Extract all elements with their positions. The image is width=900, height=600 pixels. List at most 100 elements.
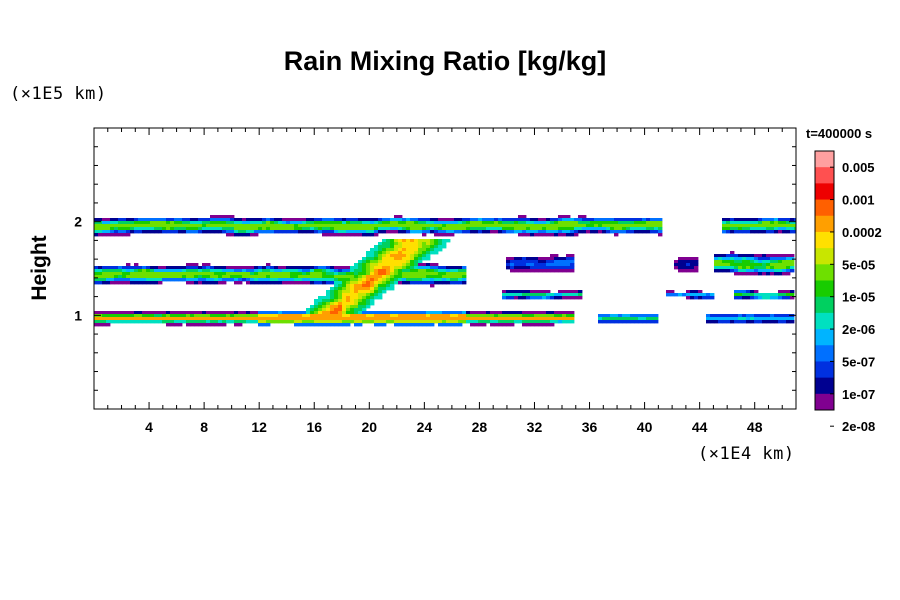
field-cell <box>646 227 651 231</box>
field-cell <box>362 314 367 318</box>
field-cell <box>766 266 771 270</box>
field-cell <box>406 266 411 270</box>
field-cell <box>614 314 619 318</box>
field-cell <box>502 230 507 234</box>
field-cell <box>402 323 407 327</box>
field-cell <box>346 233 351 237</box>
field-cell <box>386 275 391 279</box>
field-cell <box>566 233 571 237</box>
field-cell <box>122 314 127 318</box>
field-cell <box>494 320 499 324</box>
field-cell <box>490 218 495 222</box>
field-cell <box>222 323 227 327</box>
field-cell <box>334 314 339 318</box>
field-cell <box>542 290 547 294</box>
field-cell <box>790 266 795 270</box>
field-cell <box>306 269 311 273</box>
field-cell <box>518 221 523 225</box>
x-tick-label: 12 <box>251 419 267 435</box>
field-cell <box>230 215 235 219</box>
colorbar-label: 5e-05 <box>842 257 875 272</box>
field-cell <box>122 311 127 315</box>
field-cell <box>570 233 575 237</box>
field-cell <box>262 281 267 285</box>
field-cell <box>370 302 375 306</box>
field-cell <box>514 296 519 300</box>
field-cell <box>266 278 271 282</box>
field-cell <box>146 317 151 321</box>
field-cell <box>174 218 179 222</box>
field-cell <box>346 305 351 309</box>
field-cell <box>430 245 435 249</box>
field-cell <box>154 275 159 279</box>
field-cell <box>570 296 575 300</box>
field-cell <box>406 239 411 243</box>
field-cell <box>398 275 403 279</box>
field-cell <box>786 296 791 300</box>
field-cell <box>722 224 727 228</box>
field-cell <box>414 242 419 246</box>
field-cell <box>442 323 447 327</box>
field-cell <box>114 218 119 222</box>
field-cell <box>290 230 295 234</box>
field-cell <box>414 272 419 276</box>
field-cell <box>146 275 151 279</box>
field-cell <box>326 311 331 315</box>
field-cell <box>266 218 271 222</box>
field-cell <box>170 317 175 321</box>
field-cell <box>686 293 691 297</box>
field-cell <box>310 230 315 234</box>
field-cell <box>446 323 451 327</box>
field-cell <box>230 320 235 324</box>
field-cell <box>438 221 443 225</box>
field-cell <box>778 230 783 234</box>
field-cell <box>258 221 263 225</box>
x-tick-label: 44 <box>692 419 708 435</box>
field-cell <box>358 278 363 282</box>
field-cell <box>214 275 219 279</box>
field-cell <box>238 278 243 282</box>
field-cell <box>566 266 571 270</box>
field-cell <box>442 224 447 228</box>
field-cell <box>534 233 539 237</box>
field-cell <box>346 224 351 228</box>
field-cell <box>438 275 443 279</box>
field-cell <box>234 227 239 231</box>
field-cell <box>470 230 475 234</box>
field-cell <box>614 317 619 321</box>
field-cell <box>98 227 103 231</box>
field-cell <box>174 269 179 273</box>
field-cell <box>790 290 795 294</box>
field-cell <box>478 317 483 321</box>
field-cell <box>286 278 291 282</box>
field-cell <box>754 227 759 231</box>
field-cell <box>766 227 771 231</box>
field-cell <box>398 239 403 243</box>
field-cell <box>498 224 503 228</box>
field-cell <box>570 260 575 264</box>
field-cell <box>366 260 371 264</box>
field-cell <box>386 278 391 282</box>
field-cell <box>378 257 383 261</box>
field-cell <box>490 314 495 318</box>
field-cell <box>710 296 715 300</box>
field-cell <box>394 281 399 285</box>
field-cell <box>118 311 123 315</box>
field-cell <box>434 314 439 318</box>
field-cell <box>558 260 563 264</box>
field-cell <box>606 227 611 231</box>
field-cell <box>334 299 339 303</box>
field-cell <box>390 266 395 270</box>
field-cell <box>538 218 543 222</box>
field-cell <box>366 275 371 279</box>
field-cell <box>290 269 295 273</box>
field-cell <box>346 293 351 297</box>
field-cell <box>550 317 555 321</box>
field-cell <box>202 275 207 279</box>
field-cell <box>494 227 499 231</box>
field-cell <box>98 221 103 225</box>
field-cell <box>298 227 303 231</box>
field-cell <box>386 239 391 243</box>
field-cell <box>542 317 547 321</box>
field-cell <box>758 296 763 300</box>
